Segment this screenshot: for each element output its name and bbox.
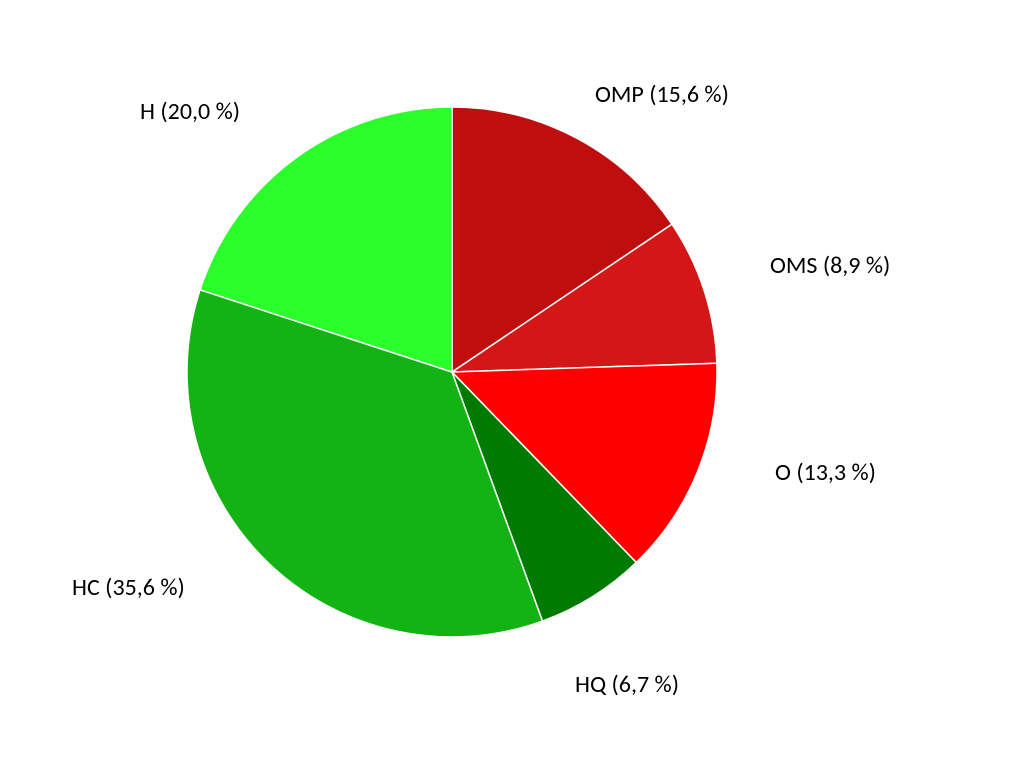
pie-chart-container: OMP (15,6 %) OMS (8,9 %) O (13,3 %) HQ (6,7… xyxy=(0,0,1024,782)
pie-label-O: O (13,3 %) xyxy=(775,458,876,487)
pie-label-H: H (20,0 %) xyxy=(140,97,240,126)
pie-label-OMP: OMP (15,6 %) xyxy=(595,80,729,109)
pie-label-HC: HC (35,6 %) xyxy=(72,573,185,602)
pie-label-HQ: HQ (6,7 %) xyxy=(575,670,679,699)
pie-label-OMS: OMS (8,9 %) xyxy=(770,251,890,280)
